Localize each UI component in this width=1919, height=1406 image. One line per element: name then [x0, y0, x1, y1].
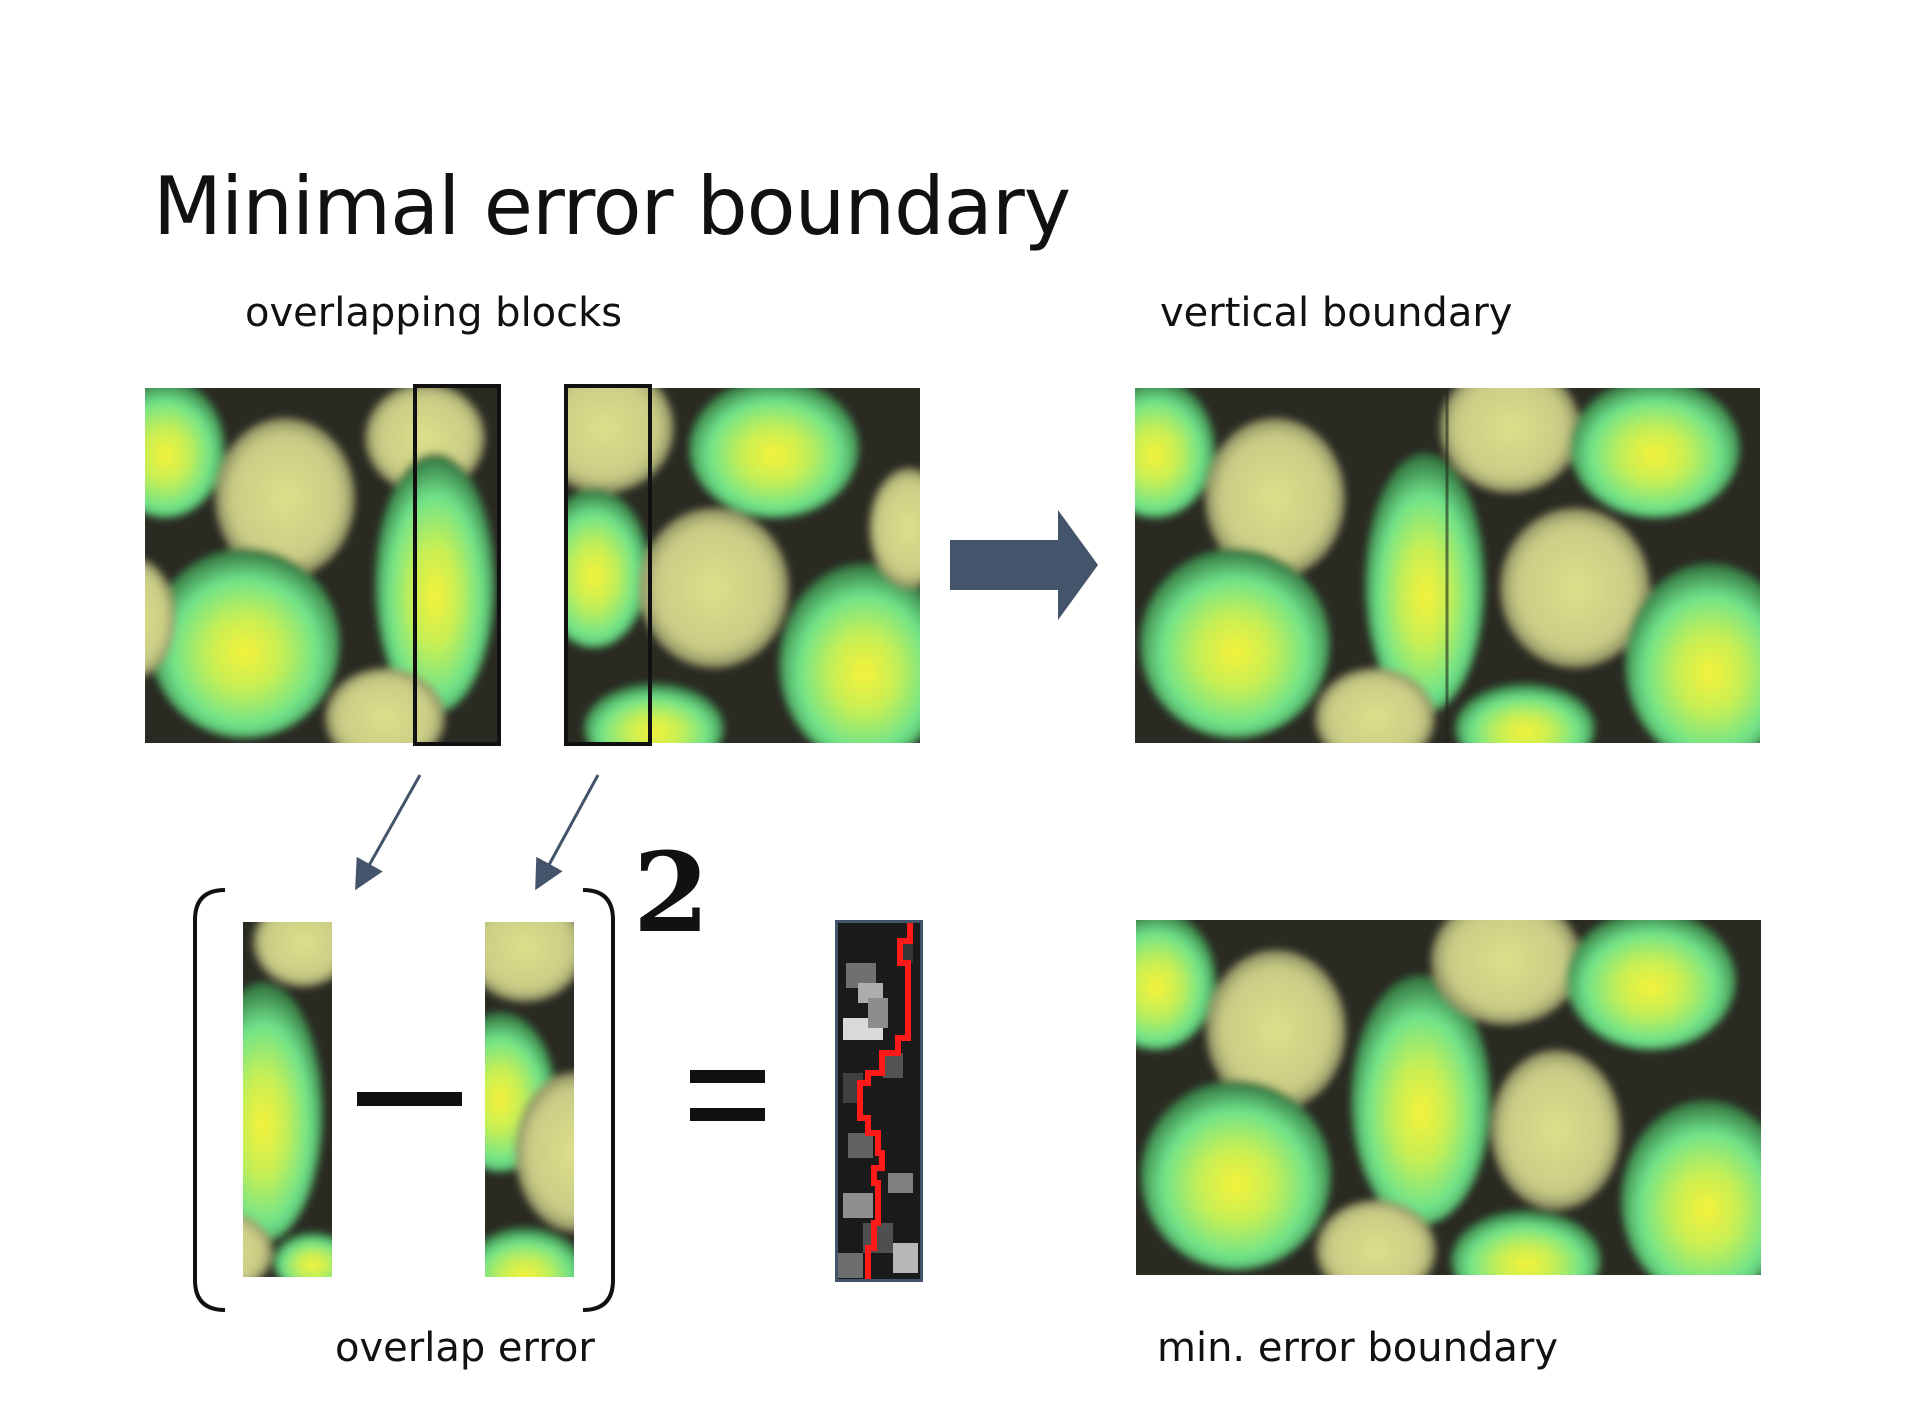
- overlap-strip-right: [485, 922, 574, 1277]
- equals-sign: [690, 1070, 765, 1127]
- label-vertical-boundary: vertical boundary: [1160, 290, 1513, 336]
- label-min-error-boundary: min. error boundary: [1157, 1325, 1558, 1371]
- texture-vertical-boundary: [1135, 388, 1760, 743]
- label-overlapping-blocks: overlapping blocks: [245, 290, 623, 336]
- minus-sign: [357, 1090, 462, 1113]
- left-bracket-icon: [190, 885, 230, 1320]
- overlap-strip-left: [243, 922, 332, 1277]
- right-arrow-icon: [950, 510, 1100, 625]
- error-map: [835, 920, 923, 1282]
- texture-block-left: [145, 388, 501, 743]
- overlap-region-right-box: [564, 384, 652, 746]
- right-bracket-icon: [578, 885, 618, 1320]
- overlap-region-left-box: [413, 384, 501, 746]
- slide-title: Minimal error boundary: [153, 160, 1071, 253]
- pointer-arrows-icon: [340, 770, 620, 905]
- label-overlap-error: overlap error: [335, 1325, 595, 1371]
- exponent-two: 2: [633, 828, 710, 957]
- texture-min-error-boundary: [1136, 920, 1761, 1275]
- texture-block-right: [564, 388, 920, 743]
